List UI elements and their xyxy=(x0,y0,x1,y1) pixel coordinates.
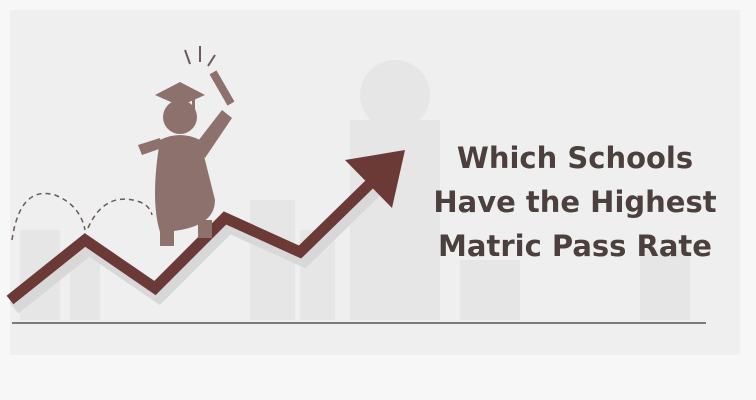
title-line: Matric Pass Rate xyxy=(438,229,712,263)
banner: Which Schools Have the Highest Matric Pa… xyxy=(0,0,756,400)
page: {"title": {"lines": ["Which Schools", "H… xyxy=(0,0,756,400)
title-line: Which Schools xyxy=(457,141,693,175)
title-line: Have the Highest xyxy=(433,185,716,219)
